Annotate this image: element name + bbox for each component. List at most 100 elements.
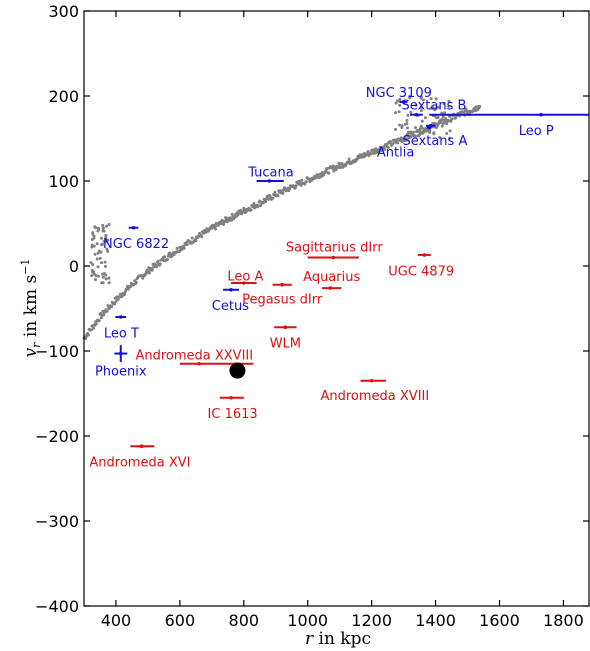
y-tick-label: 200 (48, 87, 79, 106)
y-tick-label: −100 (35, 342, 79, 361)
galaxy-label-tucana: Tucana (247, 166, 294, 181)
model-point (155, 265, 159, 269)
model-point (249, 208, 253, 212)
plot-frame (83, 10, 590, 607)
highlight-marker (229, 362, 246, 379)
model-point (396, 141, 400, 145)
galaxy-point-antlia (427, 125, 431, 130)
galaxy-point-ugc-4879 (422, 253, 427, 257)
model-point (99, 236, 103, 240)
model-point (166, 258, 169, 261)
model-point (158, 262, 162, 266)
model-point (123, 292, 127, 296)
model-point (96, 274, 100, 278)
model-point (377, 150, 381, 154)
model-point (419, 106, 423, 110)
galaxy-point-wlm (283, 325, 288, 330)
model-point (443, 111, 447, 115)
galaxy-label-leo-p: Leo P (519, 124, 554, 139)
galaxy-point-andromeda-xviii (369, 378, 374, 383)
model-point (95, 257, 99, 261)
model-point (438, 136, 442, 139)
model-point (194, 239, 198, 243)
galaxy-label-andromeda-xxviii: Andromeda XXVIII (135, 348, 253, 363)
model-point (105, 247, 109, 251)
model-point (294, 184, 298, 188)
model-point (230, 212, 234, 216)
model-point (420, 95, 423, 99)
model-point (420, 109, 423, 113)
model-point (99, 316, 103, 320)
model-point (448, 136, 452, 140)
model-point (98, 256, 102, 260)
model-point (464, 107, 468, 111)
model-point (271, 196, 275, 200)
model-point (436, 105, 440, 109)
model-point (100, 243, 103, 247)
model-point (94, 226, 98, 230)
galaxy-label-andromeda-xvi: Andromeda XVI (89, 456, 190, 471)
galaxy-point-andromeda-xvi (139, 444, 144, 449)
model-point (175, 246, 179, 250)
model-point (104, 240, 108, 244)
model-point (425, 129, 429, 133)
model-point (412, 130, 416, 134)
model-point (300, 178, 304, 182)
model-point (216, 223, 220, 227)
galaxy-point-ic-1613 (229, 395, 233, 400)
model-point (101, 275, 105, 279)
model-point (94, 278, 97, 282)
model-point (445, 132, 449, 135)
galaxy-point-ngc-6822 (131, 225, 136, 230)
y-tick-label: −400 (35, 597, 79, 616)
model-point (447, 104, 451, 108)
galaxy-point-leo-t (118, 315, 123, 319)
x-tick-label: 1600 (479, 611, 520, 630)
galaxy-label-wlm: WLM (270, 337, 301, 352)
model-point (448, 129, 452, 133)
model-point (414, 103, 418, 107)
model-point (405, 118, 409, 122)
model-point (101, 226, 105, 230)
galaxy-point-cetus (229, 288, 233, 292)
model-point (391, 142, 395, 146)
plot-area (84, 11, 589, 606)
model-point (428, 130, 432, 134)
model-point (273, 190, 277, 194)
model-point (406, 113, 410, 117)
model-point (400, 126, 404, 129)
galaxy-point-aquarius (328, 286, 332, 290)
galaxy-point-sextans-b (414, 112, 419, 117)
model-point (95, 242, 99, 246)
galaxy-label-ic-1613: IC 1613 (208, 407, 258, 422)
model-point (92, 244, 96, 248)
galaxy-label-ngc-3109: NGC 3109 (366, 86, 432, 101)
x-tick-label: 1000 (287, 611, 328, 630)
model-point (423, 116, 427, 120)
model-point (422, 98, 426, 102)
model-point (185, 243, 189, 246)
model-point (334, 168, 338, 172)
x-tick-label: 1800 (543, 611, 584, 630)
model-point (399, 136, 403, 140)
model-point (428, 128, 432, 132)
galaxy-label-sextans-b: Sextans B (402, 99, 467, 114)
y-tick-label: 100 (48, 172, 79, 191)
model-point (478, 104, 482, 108)
x-axis-label: r in kpc (305, 629, 371, 649)
model-point (434, 116, 438, 120)
model-point (367, 154, 371, 158)
model-point (434, 122, 438, 126)
model-point (91, 232, 95, 236)
galaxy-label-ugc-4879: UGC 4879 (388, 264, 454, 279)
model-point (106, 304, 110, 308)
model-point (281, 191, 285, 195)
model-point (386, 146, 390, 149)
model-point (92, 270, 96, 274)
x-tick-label: 1200 (351, 611, 392, 630)
model-point (406, 126, 409, 130)
model-point (304, 180, 308, 184)
x-tick-label: 600 (165, 611, 196, 630)
model-point (406, 130, 410, 134)
model-point (222, 223, 225, 226)
